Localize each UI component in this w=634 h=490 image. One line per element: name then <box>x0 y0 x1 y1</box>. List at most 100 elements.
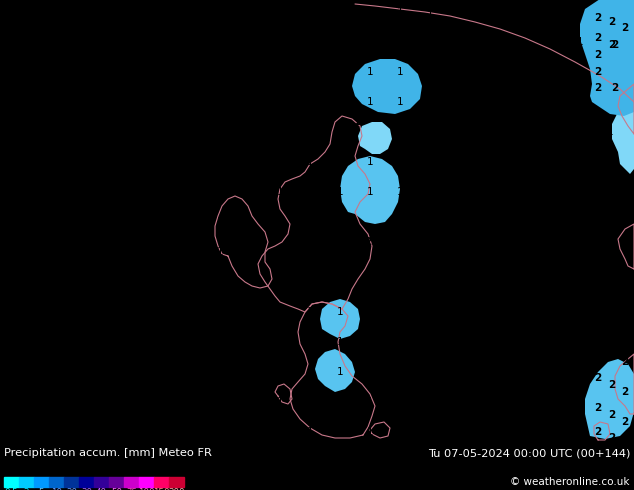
Text: 1: 1 <box>127 7 133 17</box>
Text: 2: 2 <box>34 393 42 403</box>
Text: 1: 1 <box>456 157 463 167</box>
Bar <box>154 477 169 487</box>
Text: 2: 2 <box>4 415 11 425</box>
Text: 10: 10 <box>51 488 62 490</box>
Text: 1: 1 <box>577 367 583 377</box>
Text: 1: 1 <box>397 397 403 407</box>
Text: 1: 1 <box>366 37 373 47</box>
Text: 1: 1 <box>127 97 133 107</box>
Text: 2: 2 <box>4 25 11 35</box>
Text: 1: 1 <box>487 37 493 47</box>
Text: 2: 2 <box>238 247 245 257</box>
Text: 1: 1 <box>97 97 103 107</box>
Text: 1: 1 <box>397 67 403 77</box>
Text: 1: 1 <box>97 37 103 47</box>
Text: 1: 1 <box>307 367 313 377</box>
Text: 1: 1 <box>186 397 193 407</box>
Text: 1: 1 <box>427 397 433 407</box>
Text: 1: 1 <box>487 367 493 377</box>
Text: 1: 1 <box>247 127 254 137</box>
Text: 1: 1 <box>337 97 344 107</box>
Bar <box>109 477 124 487</box>
Text: 1: 1 <box>547 307 553 317</box>
Text: 1: 1 <box>307 337 313 347</box>
Text: 1: 1 <box>276 187 283 197</box>
Text: 2: 2 <box>65 39 72 49</box>
Text: 2: 2 <box>4 175 11 185</box>
Text: 1: 1 <box>427 367 433 377</box>
Text: 2: 2 <box>595 67 602 77</box>
Text: 2: 2 <box>348 263 356 273</box>
Text: 2: 2 <box>34 107 42 117</box>
Text: 2: 2 <box>4 55 11 65</box>
Text: 1: 1 <box>217 7 223 17</box>
Polygon shape <box>315 349 355 392</box>
Text: Precipitation accum. [mm] Meteo FR: Precipitation accum. [mm] Meteo FR <box>4 448 212 458</box>
Text: 2: 2 <box>595 50 602 60</box>
Text: 2: 2 <box>4 205 11 215</box>
Text: 1: 1 <box>517 97 523 107</box>
Polygon shape <box>580 0 634 116</box>
Text: 2: 2 <box>4 85 11 95</box>
Text: 1: 1 <box>247 187 254 197</box>
Text: 1: 1 <box>517 187 523 197</box>
Text: 1: 1 <box>577 397 583 407</box>
Text: 1: 1 <box>186 427 193 437</box>
Text: 2: 2 <box>34 423 42 433</box>
Bar <box>139 477 154 487</box>
Text: 1: 1 <box>276 367 283 377</box>
Text: 1: 1 <box>487 427 493 437</box>
Text: 1: 1 <box>487 67 493 77</box>
Text: 1: 1 <box>456 397 463 407</box>
Text: 1: 1 <box>247 337 254 347</box>
Text: 1: 1 <box>577 157 583 167</box>
Bar <box>34 477 49 487</box>
Polygon shape <box>358 122 392 154</box>
Text: 1: 1 <box>157 427 164 437</box>
Text: 1: 1 <box>37 157 43 167</box>
Text: 1: 1 <box>127 277 133 287</box>
Text: 2: 2 <box>401 357 409 367</box>
Text: 1: 1 <box>217 307 223 317</box>
Text: 1: 1 <box>456 337 463 347</box>
Text: 1: 1 <box>366 67 373 77</box>
Text: 1: 1 <box>577 427 583 437</box>
Text: 1: 1 <box>97 157 103 167</box>
Text: 2: 2 <box>34 333 42 343</box>
Text: 1: 1 <box>397 427 403 437</box>
Bar <box>49 477 64 487</box>
Text: 1: 1 <box>397 187 403 197</box>
Bar <box>79 477 94 487</box>
Text: 1: 1 <box>427 67 433 77</box>
Text: 1: 1 <box>366 97 373 107</box>
Text: 1: 1 <box>127 67 133 77</box>
Text: 1: 1 <box>427 307 433 317</box>
Text: 2: 2 <box>4 265 11 275</box>
Text: 1: 1 <box>217 367 223 377</box>
Text: 2: 2 <box>306 57 314 67</box>
Bar <box>124 477 139 487</box>
Text: 1: 1 <box>547 97 553 107</box>
Text: 1: 1 <box>397 217 403 227</box>
Text: 1: 1 <box>127 307 133 317</box>
Text: 1: 1 <box>127 217 133 227</box>
Text: 1: 1 <box>517 277 523 287</box>
Text: 1: 1 <box>517 127 523 137</box>
Polygon shape <box>320 299 360 339</box>
Text: 1: 1 <box>337 7 344 17</box>
Text: 2: 2 <box>365 270 372 280</box>
Text: 1: 1 <box>127 397 133 407</box>
Text: 1: 1 <box>186 127 193 137</box>
Text: 1: 1 <box>186 67 193 77</box>
Text: 1: 1 <box>337 37 344 47</box>
Text: 0.5: 0.5 <box>4 488 18 490</box>
Bar <box>94 477 109 487</box>
Text: 2: 2 <box>366 340 373 350</box>
Text: 2: 2 <box>65 340 72 350</box>
Text: 2: 2 <box>4 385 11 395</box>
Text: 2: 2 <box>365 237 372 247</box>
Text: 1: 1 <box>276 337 283 347</box>
Text: 2: 2 <box>23 488 29 490</box>
Text: 1: 1 <box>307 397 313 407</box>
Bar <box>64 477 79 487</box>
